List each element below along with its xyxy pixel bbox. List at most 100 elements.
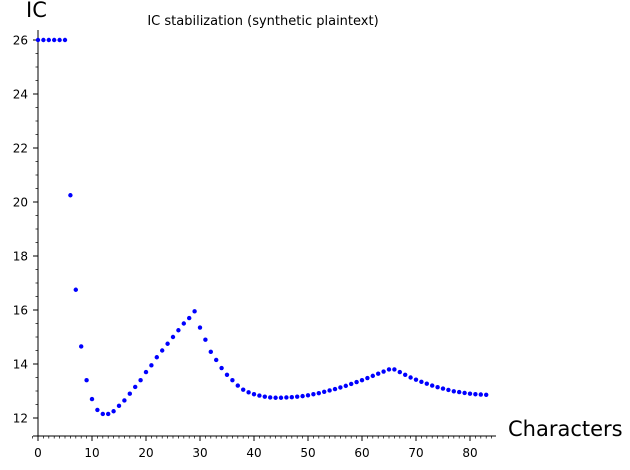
y-tick-label: 12 xyxy=(13,412,28,426)
data-point xyxy=(57,37,62,43)
x-tick-label: 60 xyxy=(354,446,369,460)
data-point xyxy=(365,375,370,381)
data-point xyxy=(484,392,489,397)
data-point xyxy=(41,37,46,43)
data-point xyxy=(408,375,413,380)
data-point xyxy=(300,393,305,399)
data-point xyxy=(214,357,219,363)
data-point xyxy=(154,355,159,360)
data-point xyxy=(149,363,154,368)
data-point xyxy=(381,369,386,374)
data-point xyxy=(295,394,300,399)
data-point xyxy=(343,383,348,389)
data-point xyxy=(143,369,149,375)
data-point xyxy=(133,384,138,390)
data-point xyxy=(95,407,100,413)
data-point xyxy=(68,193,73,198)
x-tick-label: 30 xyxy=(192,446,207,460)
data-point xyxy=(359,378,365,383)
data-point xyxy=(111,409,116,414)
data-point xyxy=(278,395,284,400)
data-point xyxy=(268,395,273,400)
x-tick-label: 80 xyxy=(462,446,477,460)
data-point xyxy=(52,37,57,43)
data-point xyxy=(424,381,429,386)
data-point xyxy=(224,372,230,377)
data-point xyxy=(138,378,143,383)
x-tick-label: 10 xyxy=(84,446,99,460)
data-point xyxy=(478,392,483,397)
x-axis-label: Characters xyxy=(508,417,623,441)
data-point xyxy=(451,389,456,394)
data-point xyxy=(170,334,176,340)
data-point xyxy=(127,391,132,396)
data-point xyxy=(370,373,375,379)
data-point xyxy=(322,389,327,395)
data-point xyxy=(413,377,419,382)
data-point xyxy=(187,315,192,321)
y-tick-label: 24 xyxy=(13,88,28,102)
x-tick-label: 20 xyxy=(138,446,153,460)
data-point xyxy=(181,321,186,326)
data-point xyxy=(397,369,402,375)
data-point xyxy=(430,383,435,388)
data-point xyxy=(338,385,343,390)
data-point xyxy=(230,378,235,383)
data-point xyxy=(62,37,68,43)
data-point xyxy=(467,391,473,396)
data-point xyxy=(35,37,41,43)
data-point xyxy=(446,387,451,393)
data-point xyxy=(235,383,240,388)
data-point xyxy=(305,393,311,398)
data-point xyxy=(311,392,316,397)
data-point xyxy=(327,388,332,393)
data-point xyxy=(386,367,392,372)
data-point xyxy=(257,393,262,398)
data-point xyxy=(100,411,106,417)
x-tick-label: 70 xyxy=(408,446,423,460)
data-point xyxy=(349,381,354,387)
data-point xyxy=(197,325,203,330)
x-tick-label: 40 xyxy=(246,446,261,460)
y-tick-label: 18 xyxy=(13,250,28,264)
data-point xyxy=(316,390,321,396)
data-point xyxy=(160,348,165,353)
data-point xyxy=(273,395,278,400)
data-point xyxy=(84,378,89,383)
data-point xyxy=(241,387,246,392)
y-tick-label: 14 xyxy=(13,358,28,372)
y-tick-label: 26 xyxy=(13,34,28,48)
data-point xyxy=(289,395,294,400)
data-point xyxy=(89,396,95,402)
data-points xyxy=(35,37,489,417)
x-tick-label: 0 xyxy=(34,446,42,460)
data-point xyxy=(332,386,338,392)
y-tick-label: 16 xyxy=(13,304,28,318)
chart-title: IC stabilization (synthetic plaintext) xyxy=(147,14,378,29)
data-point xyxy=(457,389,462,395)
data-point xyxy=(176,328,181,333)
data-point xyxy=(354,379,359,385)
data-point xyxy=(122,398,127,403)
data-point xyxy=(284,395,289,400)
data-point xyxy=(165,341,170,346)
data-point xyxy=(462,390,467,396)
data-point xyxy=(203,337,208,342)
data-point xyxy=(251,392,257,397)
data-point xyxy=(79,344,84,349)
data-point xyxy=(192,309,197,314)
data-point xyxy=(392,367,397,372)
x-tick-label: 50 xyxy=(300,446,315,460)
data-point xyxy=(116,403,122,409)
y-axis-label: IC xyxy=(26,0,47,22)
data-point xyxy=(419,379,424,385)
data-point xyxy=(46,37,51,43)
data-point xyxy=(246,390,251,395)
data-point xyxy=(376,371,381,376)
data-point xyxy=(473,392,478,397)
data-point xyxy=(262,394,267,399)
data-point xyxy=(440,386,446,391)
y-tick-label: 22 xyxy=(13,142,28,156)
data-point xyxy=(73,287,79,292)
